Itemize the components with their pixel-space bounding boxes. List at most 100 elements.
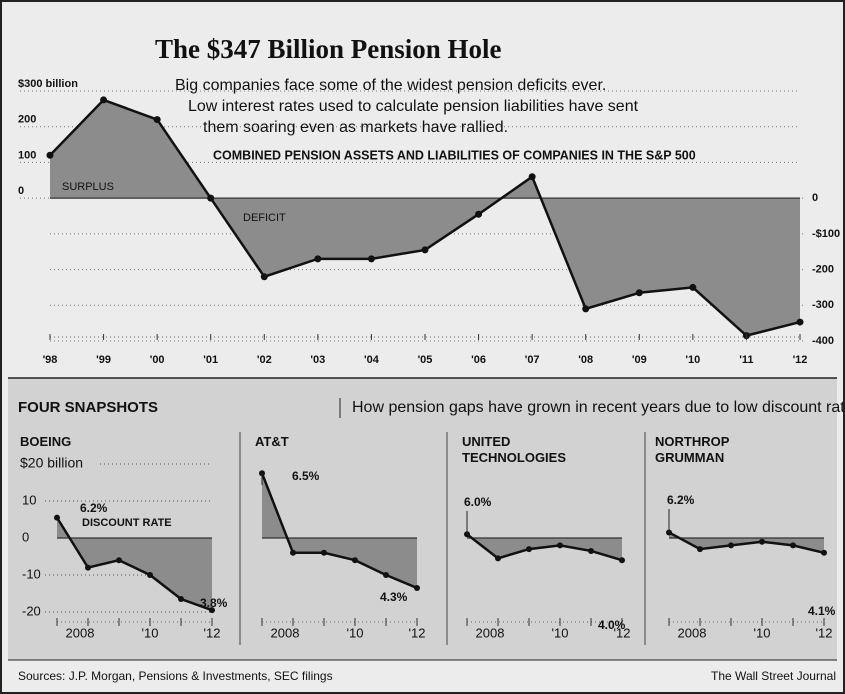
x-tick-label: '99 [96, 354, 111, 366]
point [46, 151, 54, 159]
section-title: FOUR SNAPSHOTS [18, 399, 158, 416]
y-tick-label: -10 [22, 566, 41, 581]
point [526, 546, 532, 553]
point [147, 572, 153, 578]
point [209, 607, 215, 614]
x-tick-label: '05 [418, 354, 433, 366]
y-tick-label: 100 [18, 149, 36, 161]
point [85, 564, 91, 571]
area [50, 99, 800, 336]
point [116, 557, 122, 564]
x-tick-label: '12 [614, 625, 631, 640]
x-tick-label: '10 [552, 625, 569, 640]
x-tick-label: '07 [525, 354, 540, 366]
x-tick-label: '12 [816, 625, 833, 640]
x-tick-label: 2008 [66, 625, 95, 640]
x-tick-label: '09 [632, 354, 647, 366]
point [414, 584, 420, 591]
line [668, 531, 825, 555]
y2-tick-label: -400 [812, 335, 834, 347]
annotation: SURPLUS [62, 181, 114, 193]
x-tick-label: '02 [257, 354, 272, 366]
point [557, 542, 563, 549]
point [100, 96, 108, 104]
end-label: 4.3% [380, 590, 408, 604]
x-tick-label: 2008 [678, 625, 707, 640]
point [260, 273, 268, 281]
point [290, 549, 296, 556]
point [178, 596, 184, 603]
point [588, 547, 594, 554]
y2-tick-label: -$100 [812, 228, 840, 240]
panel-title: BOEING [20, 434, 71, 449]
point [421, 246, 429, 254]
point [821, 549, 827, 556]
x-tick-label: '11 [739, 354, 753, 366]
credit: The Wall Street Journal [711, 669, 836, 683]
y-tick-label: -20 [22, 603, 41, 618]
point [790, 542, 796, 549]
panel-title: UNITED TECHNOLOGIES [462, 434, 566, 465]
point [796, 318, 804, 326]
x-tick-label: '10 [754, 625, 771, 640]
x-tick-label: '12 [409, 625, 426, 640]
y-tick-label: 0 [22, 529, 29, 544]
section-subtitle: How pension gaps have grown in recent ye… [352, 399, 845, 416]
point [153, 116, 161, 124]
point [207, 194, 215, 202]
point [728, 542, 734, 549]
end-label: 4.1% [808, 604, 836, 618]
point [528, 173, 536, 181]
panel-title: AT&T [255, 434, 289, 449]
end-label: 4.0% [598, 618, 626, 632]
subtitle: them soaring even as markets have rallie… [203, 119, 508, 136]
point [619, 557, 625, 564]
annotation: DEFICIT [243, 212, 286, 224]
snapshots-panel [8, 378, 837, 660]
x-tick-label: '01 [203, 354, 218, 366]
y2-tick-label: 0 [812, 192, 818, 204]
x-tick-label: '06 [471, 354, 486, 366]
point [582, 305, 590, 313]
note: DISCOUNT RATE [82, 517, 172, 529]
area [57, 517, 212, 611]
subtitle: Low interest rates used to calculate pen… [188, 98, 639, 115]
start-label: 6.0% [464, 495, 492, 509]
point [314, 255, 322, 263]
x-tick-label: '00 [150, 354, 165, 366]
x-tick-label: '12 [793, 354, 808, 366]
x-tick-label: '10 [685, 354, 700, 366]
point [367, 255, 375, 263]
point [495, 555, 501, 562]
y-tick-label: $20 billion [20, 455, 83, 471]
sources: Sources: J.P. Morgan, Pensions & Investm… [18, 669, 333, 683]
end-label: 3.8% [200, 596, 228, 610]
point [697, 546, 703, 553]
x-tick-label: '98 [43, 354, 58, 366]
x-tick-label: '03 [310, 354, 325, 366]
start-label: 6.2% [667, 493, 695, 507]
point [689, 283, 697, 291]
y2-tick-label: -200 [812, 263, 834, 275]
line [55, 516, 213, 612]
y-tick-label: 200 [18, 114, 36, 126]
start-label: 6.2% [80, 501, 108, 515]
x-tick-label: '08 [578, 354, 593, 366]
x-tick-label: 2008 [271, 625, 300, 640]
x-tick-label: '04 [364, 354, 380, 366]
y-tick-label: 10 [22, 492, 36, 507]
panel-title: NORTHROP GRUMMAN [655, 434, 730, 465]
x-tick-label: '12 [204, 625, 221, 640]
line [260, 472, 418, 590]
title: The $347 Billion Pension Hole [155, 34, 502, 64]
x-tick-label: 2008 [476, 625, 505, 640]
area [262, 473, 417, 588]
y-tick-label: 0 [18, 185, 24, 197]
y2-tick-label: -300 [812, 299, 834, 311]
point [475, 210, 483, 218]
point [321, 549, 327, 556]
start-label: 6.5% [292, 469, 320, 483]
point [352, 557, 358, 564]
point [759, 538, 765, 545]
